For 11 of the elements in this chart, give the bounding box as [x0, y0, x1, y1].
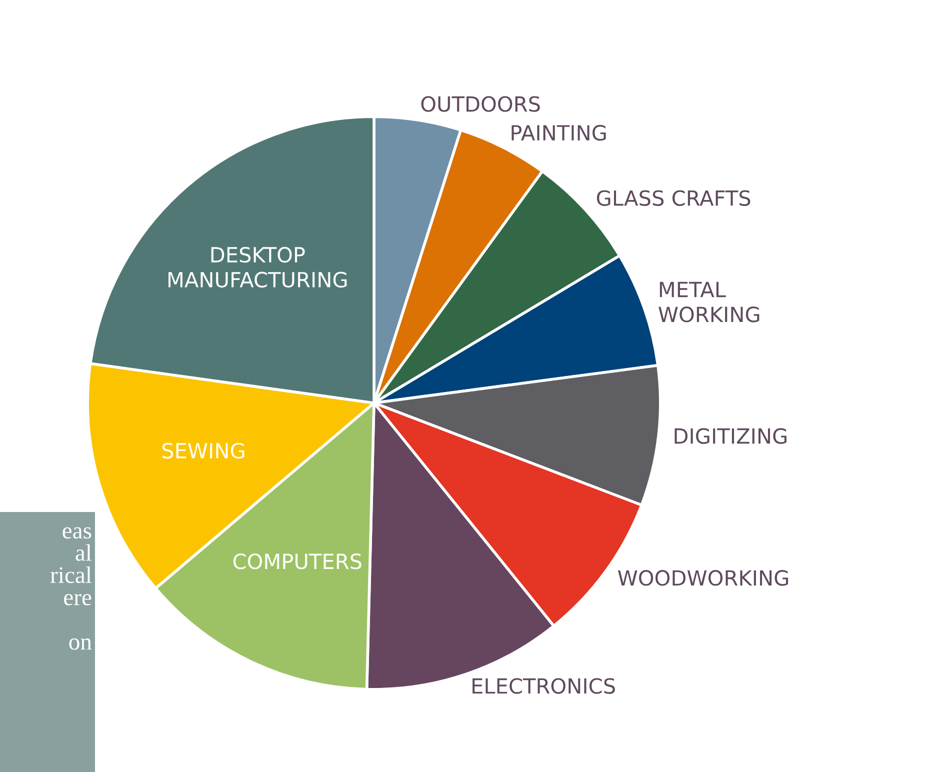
slice-label: DESKTOP MANUFACTURING [168, 246, 347, 288]
slice-label: GLASS CRAFTS [596, 190, 750, 206]
slice-label: ELECTRONICS [472, 678, 615, 694]
slice-label: COMPUTERS [233, 553, 362, 570]
slice-label: SEWING [162, 442, 244, 459]
slice-label: WOODWORKING [618, 570, 788, 586]
slice-label: DIGITIZING [674, 428, 786, 444]
slice-label: METAL WORKING [658, 282, 760, 322]
slice-label: OUTDOORS [421, 96, 540, 112]
slice-label: PAINTING [512, 124, 606, 141]
text: eas al rical ere on [50, 527, 92, 650]
